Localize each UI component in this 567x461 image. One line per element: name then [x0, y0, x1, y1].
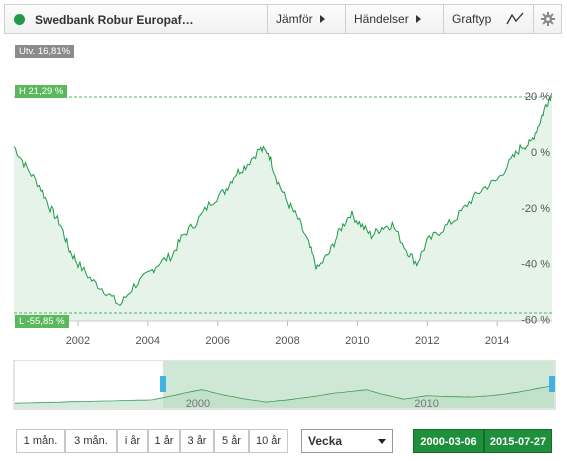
x-tick-label: 2010: [345, 335, 369, 347]
date-from-button[interactable]: 2000-03-06: [413, 429, 484, 453]
navigator-year-label: 2000: [186, 398, 210, 410]
date-to-button[interactable]: 2015-07-27: [484, 429, 552, 453]
series-color-dot: [14, 14, 25, 25]
settings-button[interactable]: [533, 5, 561, 33]
y-tick-label: 0 %: [531, 147, 550, 159]
compare-button[interactable]: Jämför: [267, 5, 345, 33]
period-button[interactable]: 1 år: [148, 429, 180, 453]
range-handle-right[interactable]: [549, 376, 555, 392]
gear-icon: [541, 12, 555, 26]
chevron-down-icon: [378, 439, 386, 444]
period-button[interactable]: 3 mån.: [65, 429, 117, 453]
y-tick-label: -20 %: [521, 203, 550, 215]
interval-select[interactable]: Vecka: [301, 429, 393, 453]
period-button[interactable]: 10 år: [249, 429, 288, 453]
line-chart-icon: [506, 12, 524, 25]
x-tick-label: 2006: [205, 335, 229, 347]
x-tick-label: 2012: [415, 335, 439, 347]
y-tick-label: 20 %: [525, 91, 550, 103]
low-tag: L -55,85 %: [15, 315, 69, 328]
range-navigator[interactable]: 2000 2010: [0, 360, 567, 414]
range-handle-left[interactable]: [160, 376, 166, 392]
period-button[interactable]: 1 mån.: [16, 429, 65, 453]
events-button[interactable]: Händelser: [345, 5, 443, 33]
high-tag: H 21,29 %: [15, 85, 68, 98]
caret-right-icon: [319, 15, 325, 23]
graph-type-label: Graftyp: [452, 12, 492, 26]
series-line: [13, 92, 553, 307]
x-tick-label: 2008: [275, 335, 299, 347]
graph-type-button[interactable]: Graftyp: [443, 5, 533, 33]
price-chart[interactable]: 20 % 0 % -20 % -40 % -60 % 2002 2004 2006 2008 2…: [0, 38, 567, 356]
navigator-line: [14, 385, 555, 404]
period-button[interactable]: 5 år: [214, 429, 249, 453]
fund-name[interactable]: Swedbank Robur Europaf…: [35, 13, 194, 27]
period-button[interactable]: i år: [117, 429, 148, 453]
navigator-area: [15, 385, 554, 408]
x-tick-label: 2004: [136, 335, 160, 347]
navigator-year-label: 2010: [414, 398, 438, 410]
chart-toolbar: Swedbank Robur Europaf… Jämför Händelser…: [4, 4, 562, 34]
period-button[interactable]: 3 år: [180, 429, 214, 453]
compare-label: Jämför: [276, 12, 313, 26]
caret-right-icon: [415, 15, 421, 23]
x-tick-label: 2002: [66, 335, 90, 347]
x-tick-label: 2014: [485, 335, 509, 347]
y-tick-label: -60 %: [521, 314, 550, 326]
events-label: Händelser: [354, 12, 409, 26]
series-area: [14, 93, 552, 322]
y-tick-label: -40 %: [521, 259, 550, 271]
change-tag: Utv. 16,81%: [15, 45, 75, 58]
interval-value: Vecka: [308, 434, 343, 448]
